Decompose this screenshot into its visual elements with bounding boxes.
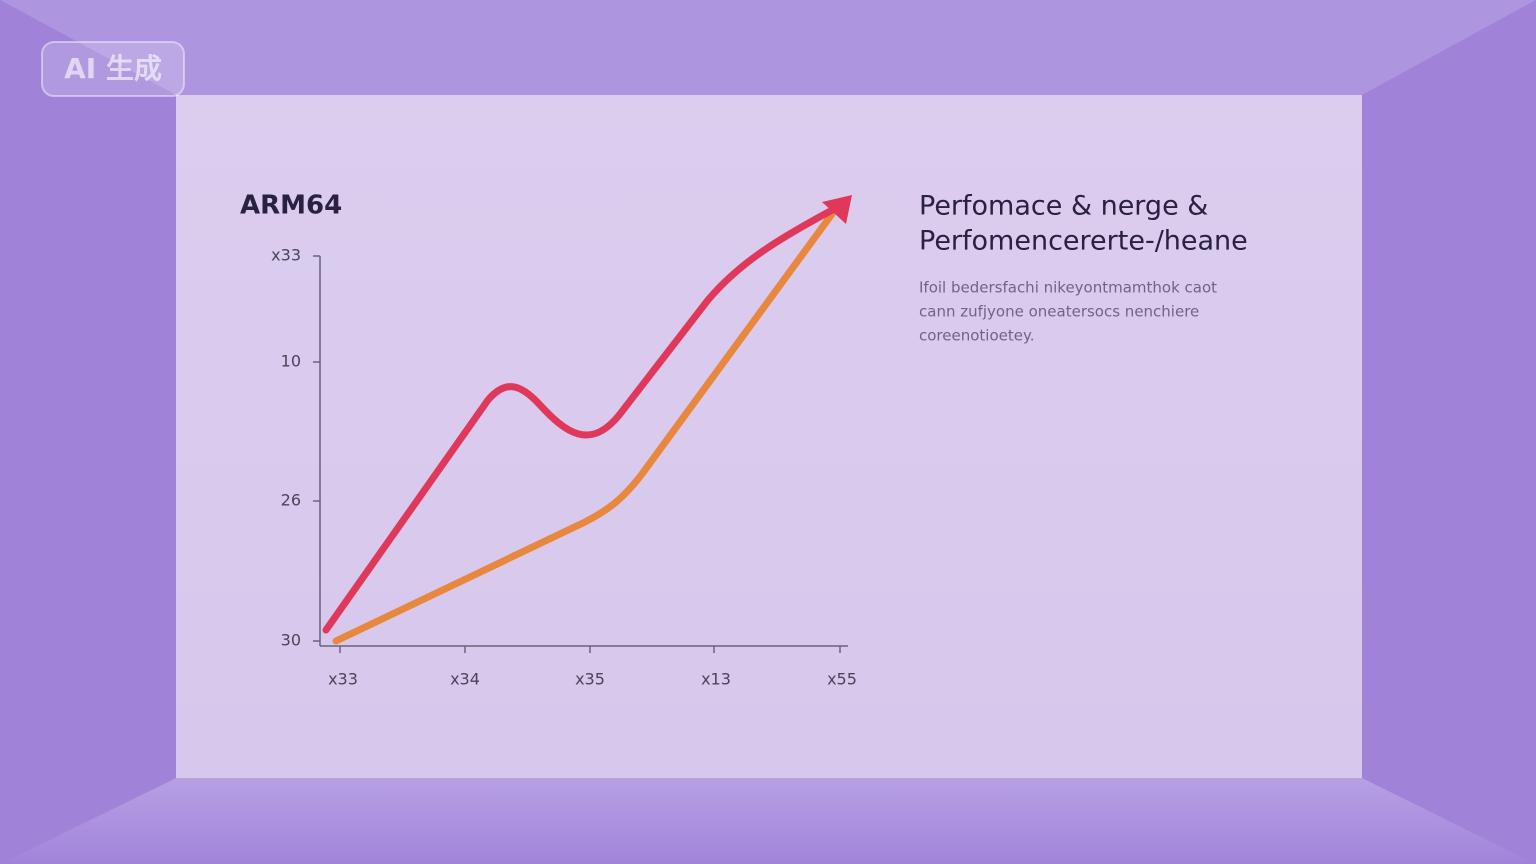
arrowhead [822,195,852,224]
x-label: x55 [827,670,857,689]
x-label: x33 [328,670,358,689]
heading-line: Perfomencerertе-/heane [919,226,1248,257]
ceiling [0,0,1536,95]
badge: AI 生成 [64,52,162,85]
panel [176,95,1362,778]
paragraph-line: Ifoil bedersfachi nikeyontmamthok caot [919,279,1217,297]
x-label: x34 [450,670,480,689]
badge-box [41,41,185,97]
floor [0,778,1536,864]
red-line [322,204,840,634]
y-label: 30 [281,631,301,650]
heading-line: Perfomace & nerge & [919,191,1208,222]
chart-title: ARM64 [240,191,342,221]
x-label: x13 [701,670,731,689]
left-wall [0,0,176,864]
y-label: x33 [271,246,301,265]
right-wall [1362,0,1536,864]
y-label: 26 [281,491,301,510]
x-label: x35 [575,670,605,689]
y-label: 10 [281,352,301,371]
orange-line [332,210,836,645]
axes [313,255,848,653]
paragraph-line: cann zufjyone oneatersocs nenchiere [919,303,1199,321]
paragraph-line: coreenotioetey. [919,327,1034,345]
